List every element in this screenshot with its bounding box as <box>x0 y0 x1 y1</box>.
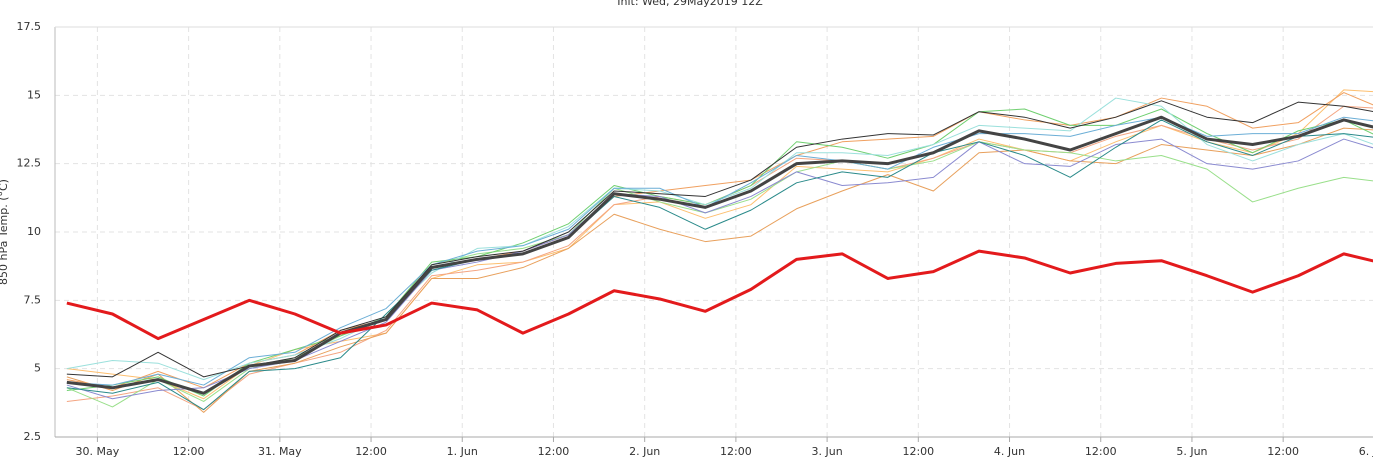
x-tick-label: 12:00 <box>902 445 934 458</box>
plot <box>66 89 1373 413</box>
x-tick-label: 31. May <box>258 445 302 458</box>
series-line <box>66 249 1373 341</box>
series-line <box>66 116 1373 386</box>
x-tick-label: 12:00 <box>1267 445 1299 458</box>
x-tick-label: 4. Jun <box>994 445 1025 458</box>
y-axis-label: 850 hPa Temp. (°C) <box>0 179 10 285</box>
series-line <box>66 141 1373 408</box>
series-line <box>66 89 1373 400</box>
x-tick-label: 5. Jun <box>1176 445 1207 458</box>
y-tick-label: 2.5 <box>24 430 42 443</box>
y-tick-label: 17.5 <box>17 20 42 33</box>
series-line <box>66 138 1373 400</box>
series-line <box>66 100 1373 378</box>
x-tick-label: 12:00 <box>173 445 205 458</box>
grid <box>55 26 1373 438</box>
series-line <box>66 119 1373 411</box>
x-tick-label: 12:00 <box>355 445 387 458</box>
y-tick-label: 5 <box>34 362 41 375</box>
x-tick-label: 12:00 <box>1085 445 1117 458</box>
x-tick-label: 12:00 <box>720 445 752 458</box>
x-tick-label: 12:00 <box>538 445 570 458</box>
y-tick-label: 12.5 <box>17 157 42 170</box>
series-line <box>66 115 1373 395</box>
x-tick-label: 30. May <box>76 445 120 458</box>
series-line <box>66 108 1373 397</box>
x-tick-label: 6. Jun <box>1359 445 1373 458</box>
chart-title: Init: Wed, 29May2019 12Z <box>617 0 763 8</box>
y-tick-label: 7.5 <box>24 293 42 306</box>
y-tick-label: 15 <box>27 88 41 101</box>
series-line <box>66 97 1373 381</box>
series-line <box>66 127 1373 413</box>
x-tick-label: 1. Jun <box>447 445 478 458</box>
y-tick-label: 10 <box>27 225 41 238</box>
x-tick-label: 2. Jun <box>629 445 660 458</box>
x-tick-label: 3. Jun <box>812 445 843 458</box>
